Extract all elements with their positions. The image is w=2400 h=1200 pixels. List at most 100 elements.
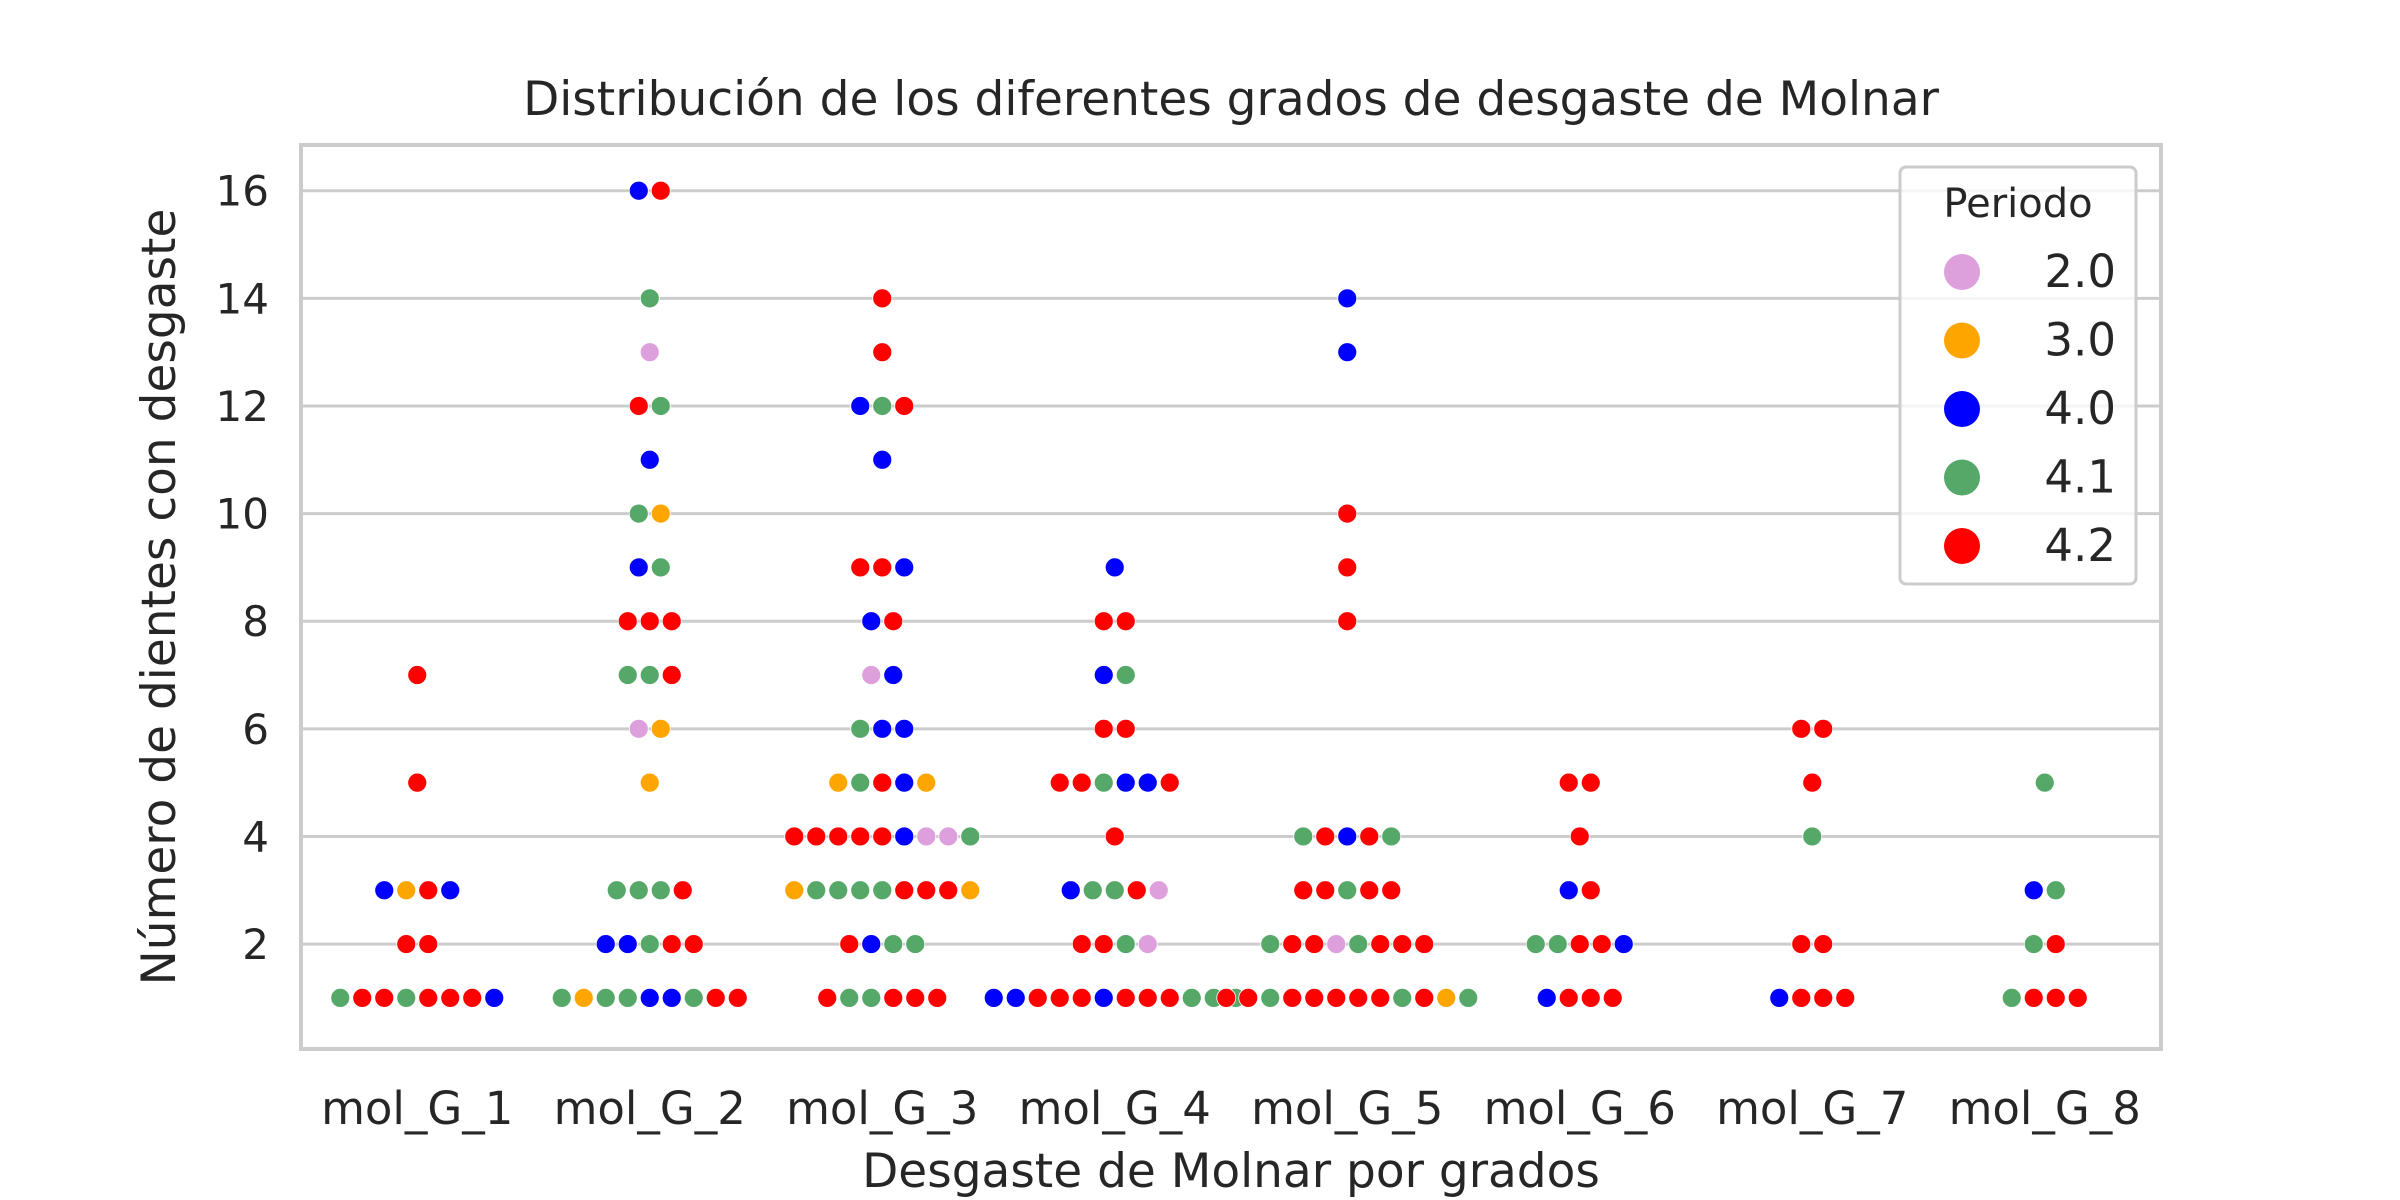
data-point — [894, 396, 915, 416]
data-point — [1260, 934, 1281, 954]
data-point — [1326, 987, 1347, 1008]
data-point — [894, 880, 915, 901]
data-point — [1027, 987, 1048, 1008]
data-point — [883, 934, 904, 954]
data-point — [850, 718, 871, 739]
data-point — [650, 557, 671, 578]
x-tick-label: mol_G_7 — [1716, 1082, 1908, 1135]
data-point — [1458, 987, 1479, 1008]
data-point — [1813, 934, 1834, 954]
legend-entries: 2.0 3.0 4.0 4.1 4.2 — [1944, 245, 2116, 572]
data-point — [1293, 826, 1314, 847]
data-point — [639, 665, 660, 685]
legend-label: 4.0 — [2044, 382, 2116, 435]
data-point — [894, 557, 915, 578]
data-point — [1060, 880, 1081, 901]
data-point — [839, 987, 860, 1008]
data-point — [1071, 934, 1092, 954]
data-point — [1260, 987, 1281, 1008]
data-point — [2045, 987, 2066, 1008]
data-point — [595, 987, 616, 1008]
data-point — [1525, 934, 1546, 954]
data-point — [639, 611, 660, 632]
data-point — [374, 987, 395, 1008]
data-point — [1348, 934, 1369, 954]
data-point — [2045, 934, 2066, 954]
data-point — [672, 880, 693, 901]
data-point — [1137, 772, 1158, 793]
data-point — [639, 987, 660, 1008]
data-point — [2067, 987, 2088, 1008]
data-point — [905, 934, 926, 954]
data-point — [2023, 987, 2044, 1008]
data-point — [850, 880, 871, 901]
data-point — [628, 557, 649, 578]
data-point — [1104, 826, 1125, 847]
legend-label: 2.0 — [2044, 245, 2116, 298]
data-point — [1414, 987, 1435, 1008]
data-point — [828, 826, 849, 847]
grid-layer — [301, 189, 2161, 946]
data-point — [1558, 880, 1579, 901]
data-point — [683, 987, 704, 1008]
data-point — [1791, 987, 1812, 1008]
data-point — [650, 180, 671, 201]
data-point — [1337, 503, 1358, 524]
data-point — [1115, 772, 1136, 793]
data-point — [440, 987, 461, 1008]
data-point — [1802, 772, 1823, 793]
data-point — [1602, 987, 1623, 1008]
data-point — [784, 880, 805, 901]
data-point — [1159, 772, 1180, 793]
data-point — [1813, 718, 1834, 739]
data-point — [1137, 934, 1158, 954]
data-point — [1813, 987, 1834, 1008]
data-point — [1348, 987, 1369, 1008]
data-point — [484, 987, 505, 1008]
data-point — [1093, 772, 1114, 793]
data-point — [1315, 826, 1336, 847]
data-point — [1282, 987, 1303, 1008]
x-tick-label: mol_G_4 — [1019, 1082, 1211, 1135]
data-point — [894, 718, 915, 739]
data-point — [850, 826, 871, 847]
y-tick-label: 4 — [242, 812, 269, 861]
data-point — [839, 934, 860, 954]
data-point — [396, 934, 417, 954]
data-point — [1315, 880, 1336, 901]
data-point — [784, 826, 805, 847]
data-point — [1769, 987, 1790, 1008]
y-tick-label: 10 — [216, 490, 269, 539]
data-point — [938, 826, 959, 847]
data-point — [1005, 987, 1026, 1008]
x-tick-label: mol_G_8 — [1949, 1082, 2141, 1135]
y-tick-labels: 2 4 6 8 10 12 14 16 — [216, 167, 269, 969]
data-point — [1049, 987, 1070, 1008]
data-point — [1115, 718, 1136, 739]
data-point — [418, 880, 439, 901]
data-point — [462, 987, 483, 1008]
data-point — [850, 772, 871, 793]
legend-label: 4.2 — [2044, 519, 2116, 572]
data-point — [1337, 557, 1358, 578]
data-point — [1591, 934, 1612, 954]
legend-label: 4.1 — [2044, 451, 2116, 504]
data-point — [872, 718, 893, 739]
data-point — [1093, 718, 1114, 739]
data-point — [1337, 611, 1358, 632]
data-point — [2045, 880, 2066, 901]
data-point — [628, 503, 649, 524]
data-point — [1569, 934, 1590, 954]
data-point — [628, 718, 649, 739]
data-point — [1126, 880, 1147, 901]
data-point — [1093, 665, 1114, 685]
data-point — [551, 987, 572, 1008]
data-point — [1381, 826, 1402, 847]
data-point — [894, 772, 915, 793]
data-point — [960, 880, 981, 901]
data-point — [872, 557, 893, 578]
data-point — [617, 987, 638, 1008]
data-point — [1159, 987, 1180, 1008]
data-point — [661, 665, 682, 685]
data-point — [1082, 880, 1103, 901]
